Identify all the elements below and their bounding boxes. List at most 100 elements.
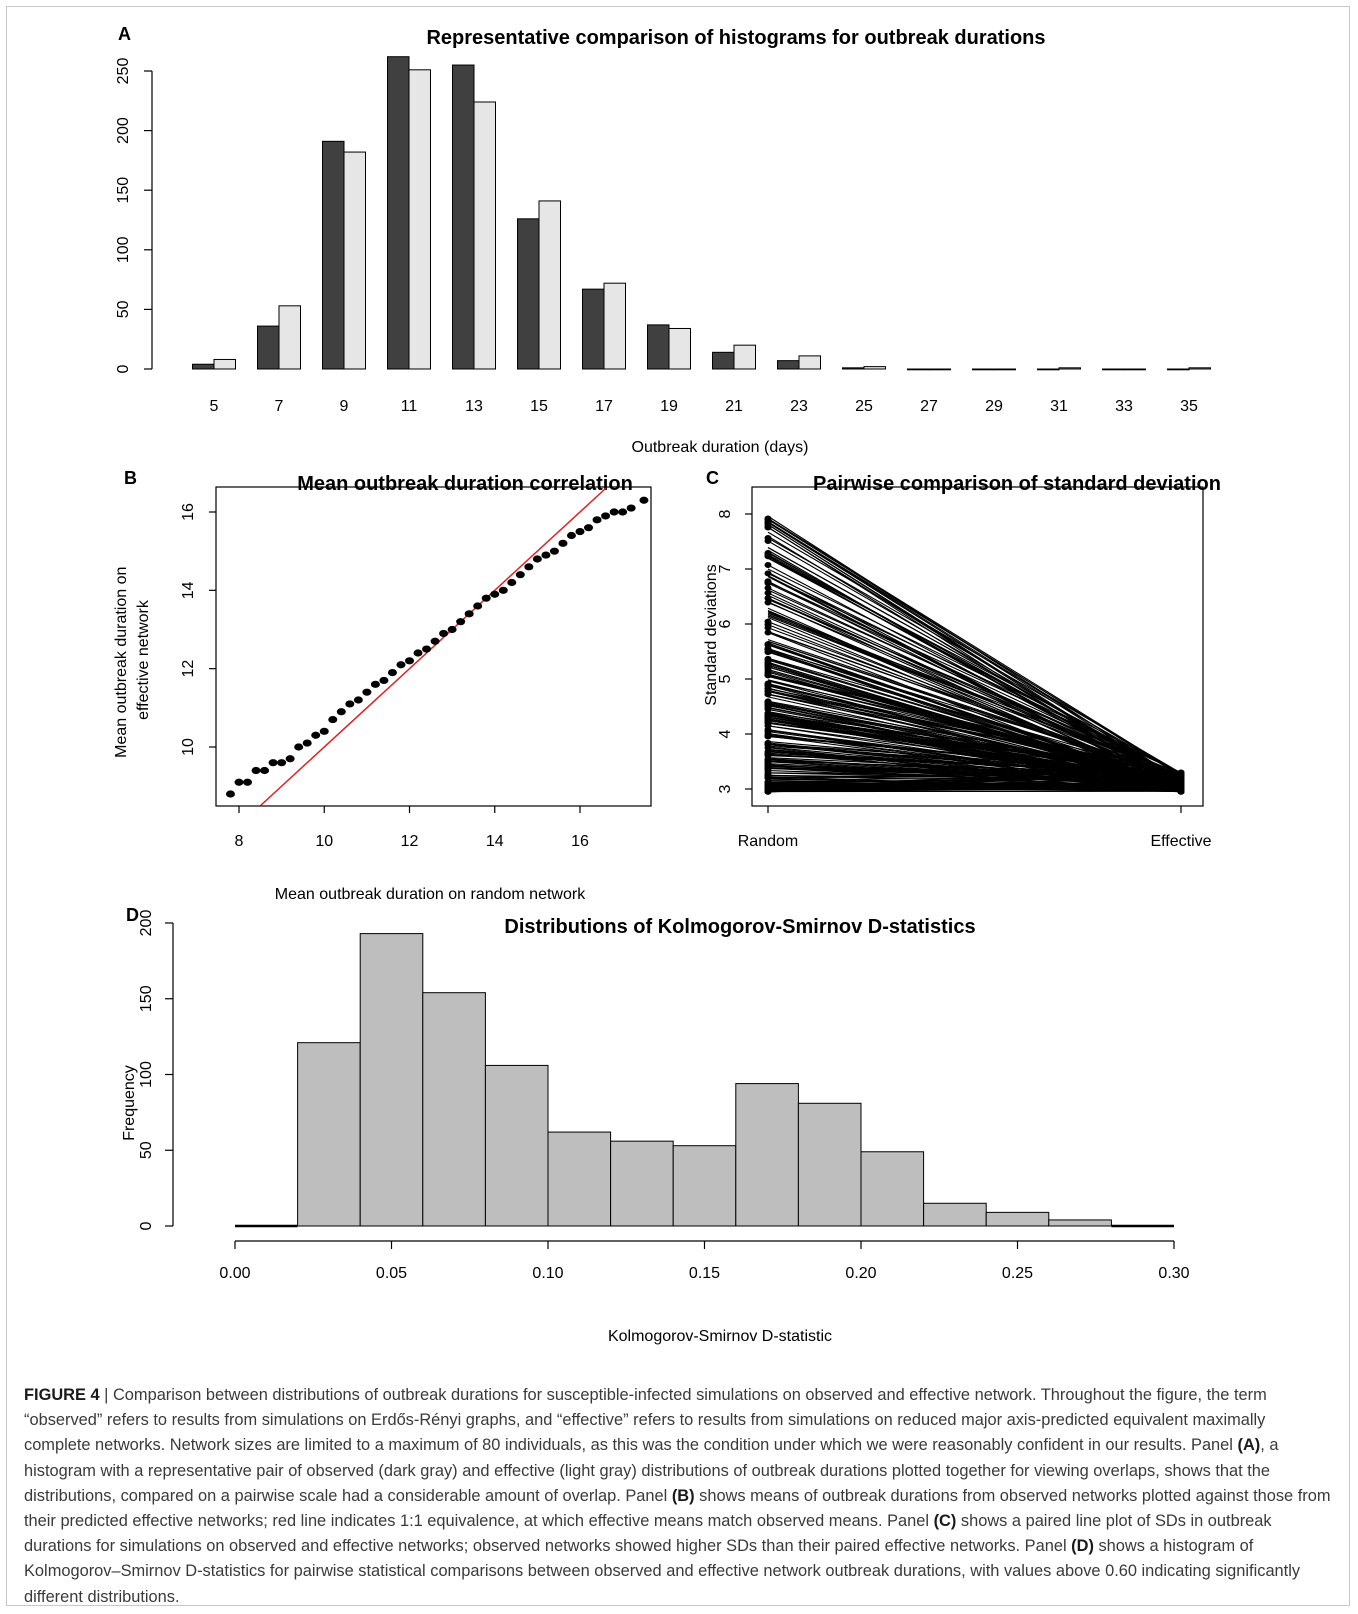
caption-text-2: , a histogram with a representative pair…	[24, 1436, 1279, 1505]
panel-c-point-random	[764, 680, 772, 687]
panel-c-pair-line	[767, 767, 1182, 789]
panel-b-point	[541, 551, 551, 559]
panel-c-pair-line	[767, 780, 1182, 792]
panel-b-point	[456, 618, 466, 626]
panel-c-pair-line	[767, 610, 1182, 789]
panel-c-pair-line	[767, 765, 1182, 779]
panel-c-point-random	[764, 752, 772, 759]
panel-a-bar-effective	[1123, 368, 1146, 371]
panel-c-point-random	[764, 779, 772, 786]
panel-b-point	[345, 700, 355, 708]
panel-b-xlabel: Mean outbreak duration on random network	[275, 886, 586, 903]
panel-b-point	[294, 743, 304, 751]
panel-b-point	[405, 657, 414, 665]
panel-b-point	[370, 680, 380, 688]
panel-c-point-random	[764, 629, 772, 636]
panel-b-x-tick-label: 10	[315, 833, 333, 850]
panel-b-point	[490, 590, 500, 598]
panel-c-pair-line	[767, 526, 1182, 793]
panel-d-bar	[297, 1042, 361, 1227]
panel-d-bar	[797, 1102, 862, 1227]
panel-b-point	[387, 668, 397, 677]
panel-b-point	[439, 629, 449, 638]
caption-ref-d: (D)	[1071, 1537, 1094, 1556]
panel-c-point-random	[764, 774, 772, 781]
panel-a-bar-observed	[257, 325, 280, 370]
panel-a-x-tick-label: 29	[985, 398, 1003, 415]
panel-a-xlabel: Outbreak duration (days)	[632, 439, 809, 456]
panel-c-point-random	[764, 562, 772, 569]
panel-b-point	[277, 759, 287, 767]
panel-c-pair-line	[767, 526, 1182, 787]
panel-c-y-tick-label: 8	[717, 509, 734, 518]
panel-d-bar	[484, 1064, 549, 1227]
panel-d-bar	[547, 1131, 612, 1227]
panel-c-y-tick-label: 6	[717, 619, 734, 628]
panel-a-x-tick-label: 15	[530, 398, 548, 415]
panel-c-y-tick-label: 5	[717, 674, 734, 683]
panel-a-x-tick-label: 5	[210, 398, 219, 415]
panel-d-histogram: Distributions of Kolmogorov-Smirnov D-st…	[121, 910, 1190, 1345]
panel-b-point	[268, 759, 278, 767]
panel-b-point	[251, 766, 261, 775]
panel-a-x-tick-label: 9	[340, 398, 349, 415]
caption-text-5: shows a histogram of Kolmogorov–Smirnov …	[24, 1537, 1301, 1606]
panel-b-reference-line	[259, 487, 607, 807]
panel-a-bar-observed	[517, 218, 540, 370]
panel-c-pair-line	[767, 594, 1182, 786]
panel-c-pair-line	[767, 733, 1182, 788]
panel-c-pair-line	[767, 787, 1182, 792]
panel-a-bar-observed	[907, 368, 930, 371]
panel-c-point-random	[764, 551, 772, 558]
panel-b-point	[260, 766, 270, 775]
panel-c-pair-line	[767, 731, 1182, 787]
panel-c-point-random	[764, 669, 772, 676]
panel-a-y-tick-label: 250	[115, 58, 132, 85]
caption-text-4: shows a paired line plot of SDs in outbr…	[24, 1512, 1272, 1556]
panel-c-y-tick-label: 7	[717, 564, 734, 573]
panel-a-x-tick-label: 35	[1180, 398, 1198, 415]
panel-a-y-tick-label: 50	[115, 300, 132, 318]
panel-a-bar-observed	[842, 367, 865, 370]
caption-figure-label: FIGURE 4	[24, 1386, 100, 1404]
panel-d-x-tick-label: 0.30	[1158, 1265, 1189, 1282]
panel-b-point	[601, 512, 611, 520]
panel-b-point	[396, 661, 406, 669]
panel-a-bar-effective	[473, 101, 496, 370]
panel-b-point	[413, 649, 423, 657]
panel-b-point	[507, 578, 517, 587]
panel-letter-a: A	[118, 24, 131, 44]
panel-b-point	[234, 778, 244, 786]
panel-letter-d: D	[126, 905, 139, 925]
panel-b-point	[328, 715, 338, 724]
panel-b-point	[225, 790, 235, 798]
panel-c-plot-box	[751, 486, 1204, 807]
panel-c-pair-line	[767, 768, 1182, 782]
panel-c-point-random	[764, 648, 772, 655]
panel-letter-b: B	[124, 468, 137, 488]
panel-d-bar	[610, 1140, 674, 1227]
panel-d-y-tick-label: 50	[138, 1141, 155, 1159]
panel-c-pair-line	[767, 775, 1182, 779]
panel-a-bar-effective	[733, 344, 756, 370]
panel-b-point	[575, 527, 585, 536]
panel-a-y-tick-label: 0	[115, 364, 132, 373]
panel-c-pair-line	[767, 581, 1182, 774]
panel-a-bar-effective	[1058, 367, 1081, 370]
panel-c-pair-line	[767, 640, 1182, 779]
panel-d-y-tick-label: 200	[138, 910, 155, 937]
panel-d-bar	[672, 1145, 737, 1227]
panel-b-point	[447, 625, 457, 634]
panel-b-x-tick-label: 14	[486, 833, 504, 850]
panel-b-point	[532, 555, 542, 563]
panel-b-point	[558, 539, 568, 547]
panel-c-pair-line	[767, 751, 1182, 775]
panel-d-bar	[422, 992, 486, 1227]
panel-a-x-tick-label: 23	[790, 398, 808, 415]
panel-b-point	[498, 586, 508, 594]
panel-c-point-random	[764, 621, 772, 628]
panel-a-x-tick-label: 17	[595, 398, 613, 415]
panel-a-bar-observed	[192, 363, 215, 370]
panel-b-ylabel: Mean outbreak duration on effective netw…	[113, 562, 152, 758]
panel-d-y-tick-label: 100	[138, 1061, 155, 1088]
